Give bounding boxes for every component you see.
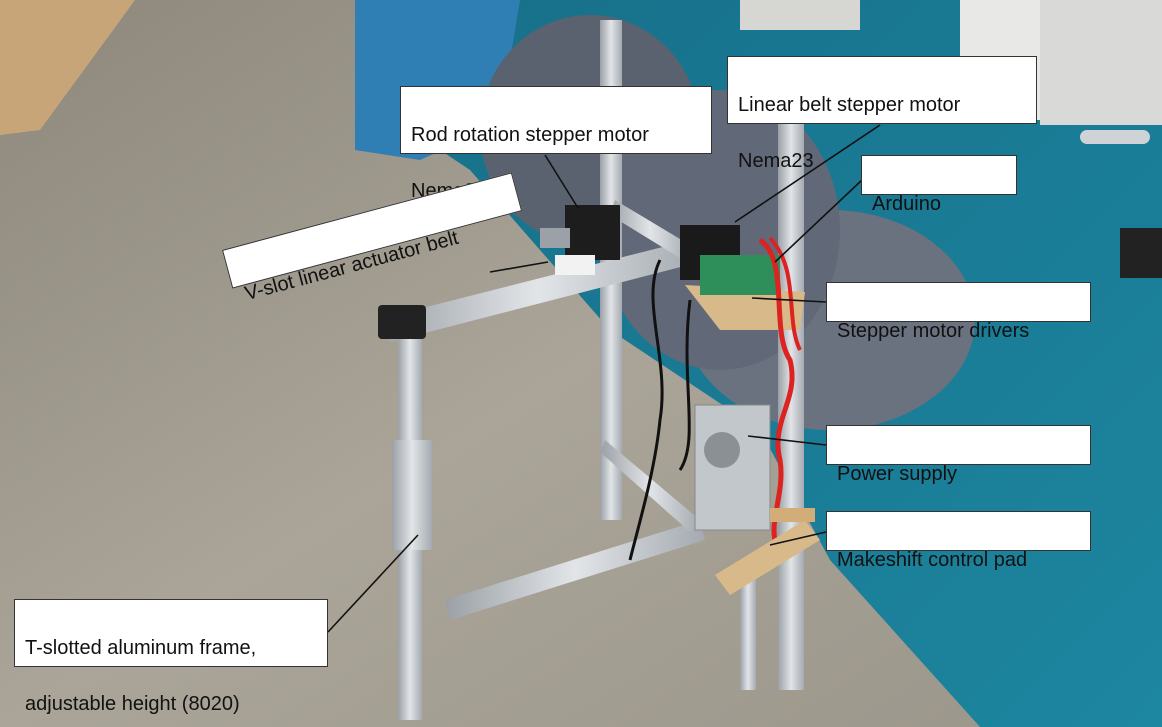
- label-control-pad-text: Makeshift control pad: [837, 549, 1028, 571]
- frame-post-front-right: [740, 560, 756, 690]
- label-frame-line1: T-slotted aluminum frame,: [25, 637, 257, 659]
- vslot-rail: [375, 240, 700, 342]
- label-belt-motor-line2: Nema23: [738, 150, 814, 172]
- label-stepper-drivers: Stepper motor drivers: [826, 282, 1091, 342]
- rod-stepper-motor: [565, 205, 620, 260]
- arrow-drivers: [751, 297, 827, 303]
- label-power-text: Power supply: [837, 463, 958, 485]
- frame-post-left-short: [392, 440, 432, 550]
- arrow-power: [747, 435, 827, 446]
- label-rod-motor-line1: Rod rotation stepper motor: [411, 124, 649, 146]
- frame-post-right: [778, 120, 804, 690]
- label-drivers-text: Stepper motor drivers: [837, 320, 1030, 342]
- arrow-belt-motor: [734, 124, 881, 223]
- arrow-frame: [327, 534, 419, 633]
- arrow-arduino: [774, 179, 863, 263]
- label-belt-motor-line1: Linear belt stepper motor: [738, 94, 961, 116]
- arrow-vslot: [489, 261, 549, 273]
- wood-wall: [0, 0, 135, 135]
- power-supply: [694, 404, 771, 531]
- label-frame: T-slotted aluminum frame, adjustable hei…: [14, 599, 328, 715]
- arrow-rod-motor: [544, 154, 579, 209]
- label-frame-line2: adjustable height (8020): [25, 693, 240, 715]
- arrow-control-pad: [769, 531, 827, 546]
- label-linear-belt-motor: Linear belt stepper motor Nema23: [727, 56, 1037, 172]
- label-arduino: Arduino: [861, 155, 1017, 215]
- label-power-supply: Power supply: [826, 425, 1091, 485]
- label-control-pad: Makeshift control pad: [826, 511, 1091, 571]
- electronics-board: [685, 285, 805, 330]
- label-rod-rotation-motor: Rod rotation stepper motor Nema23: [400, 86, 712, 202]
- label-arduino-text: Arduino: [872, 193, 941, 215]
